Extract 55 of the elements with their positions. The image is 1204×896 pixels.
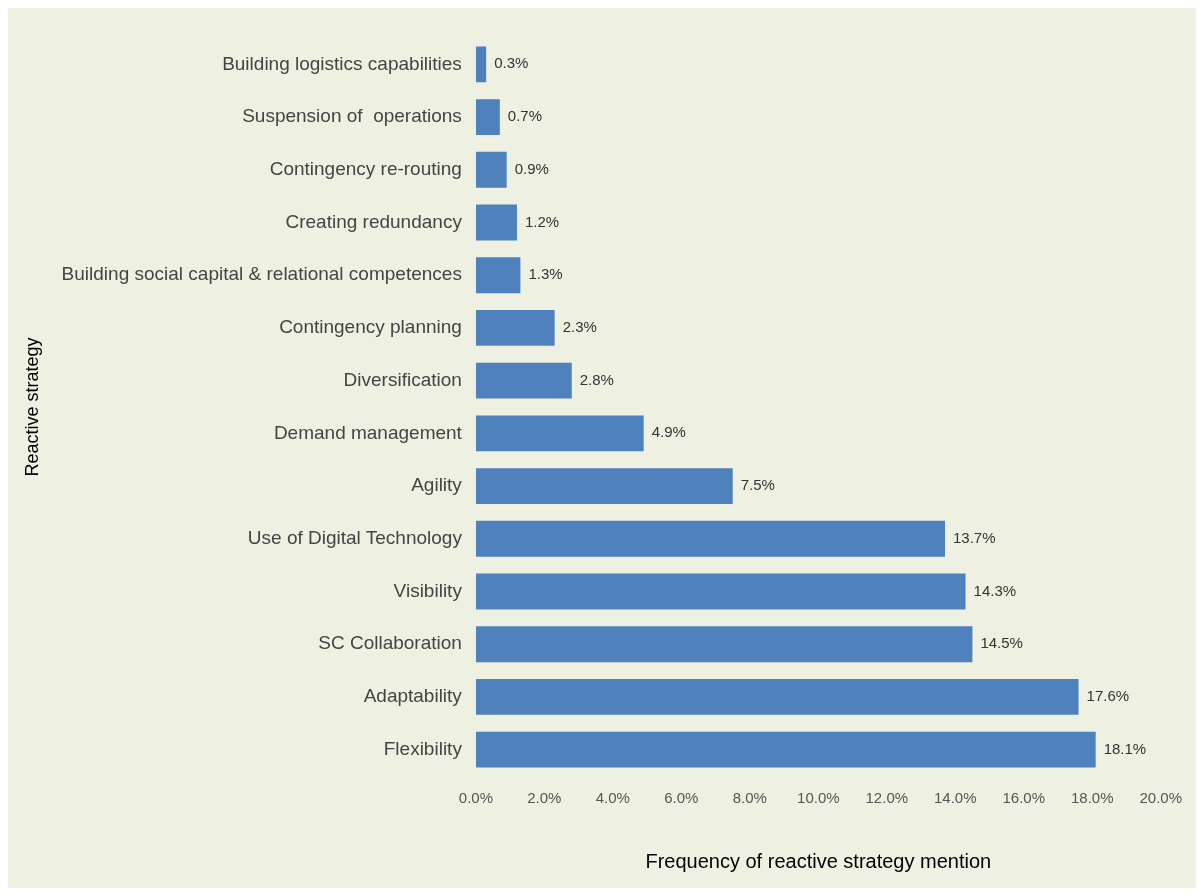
bar bbox=[475, 415, 644, 452]
x-tick-label: 2.0% bbox=[527, 789, 562, 807]
x-tick-label: 0.0% bbox=[458, 789, 493, 807]
data-label: 0.7% bbox=[507, 107, 543, 125]
y-tick-label: Contingency planning bbox=[279, 316, 462, 338]
x-tick-label: 18.0% bbox=[1070, 789, 1114, 807]
x-axis-title: Frequency of reactive strategy mention bbox=[645, 849, 992, 872]
data-label: 13.7% bbox=[953, 528, 996, 546]
y-tick-label: Creating redundancy bbox=[285, 210, 463, 232]
data-label: 4.9% bbox=[651, 423, 686, 441]
y-tick-label: Agility bbox=[411, 474, 463, 496]
data-label: 14.3% bbox=[973, 581, 1017, 599]
x-tick-label: 14.0% bbox=[934, 789, 977, 807]
x-tick-label: 8.0% bbox=[732, 789, 767, 807]
bar bbox=[475, 257, 521, 294]
y-tick-label: SC Collaboration bbox=[318, 632, 462, 654]
data-label: 1.3% bbox=[528, 265, 563, 283]
y-tick-label: Contingency re-routing bbox=[269, 158, 462, 180]
bar bbox=[475, 520, 946, 557]
x-tick-label: 10.0% bbox=[797, 789, 840, 807]
y-tick-label: Adaptability bbox=[363, 685, 463, 707]
data-label: 18.1% bbox=[1103, 739, 1147, 757]
x-tick-label: 12.0% bbox=[865, 789, 909, 807]
bar bbox=[475, 151, 507, 188]
data-label: 0.9% bbox=[514, 159, 549, 177]
bar bbox=[475, 679, 1079, 715]
y-tick-label: Demand management bbox=[273, 421, 463, 443]
y-tick-label: Building logistics capabilities bbox=[222, 52, 462, 74]
bar bbox=[475, 310, 555, 346]
bar bbox=[475, 573, 966, 610]
y-tick-label: Use of Digital Technology bbox=[247, 527, 463, 549]
data-label: 2.8% bbox=[579, 370, 614, 388]
bar bbox=[475, 468, 733, 504]
y-tick-label: Visibility bbox=[393, 579, 463, 601]
y-axis-title: Reactive strategy bbox=[21, 337, 42, 477]
y-tick-label: Diversification bbox=[343, 368, 462, 390]
bar bbox=[475, 626, 973, 663]
x-tick-label: 20.0% bbox=[1139, 789, 1183, 807]
data-label: 17.6% bbox=[1086, 687, 1130, 705]
x-tick-label: 4.0% bbox=[595, 789, 630, 807]
data-label: 1.2% bbox=[524, 212, 560, 230]
data-label: 7.5% bbox=[740, 476, 775, 494]
data-label: 0.3% bbox=[494, 54, 529, 72]
bar bbox=[475, 362, 572, 399]
x-tick-label: 16.0% bbox=[1002, 789, 1046, 807]
data-label: 14.5% bbox=[980, 634, 1023, 652]
y-tick-label: Suspension of operations bbox=[242, 105, 462, 127]
data-label: 2.3% bbox=[562, 318, 597, 336]
y-tick-label: Building social capital & relational competences bbox=[61, 263, 462, 285]
bar bbox=[475, 204, 517, 241]
x-tick-label: 6.0% bbox=[664, 789, 699, 807]
bar bbox=[475, 99, 500, 135]
bar bbox=[475, 46, 487, 83]
y-tick-label: Flexibility bbox=[383, 737, 463, 759]
bar bbox=[475, 731, 1096, 768]
